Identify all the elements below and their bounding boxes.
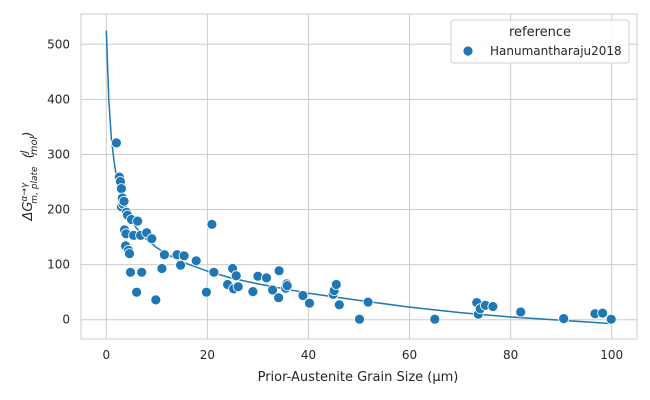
scatter-point [190,255,202,267]
y-tick-label: 500 [47,37,70,51]
scatter-point [273,265,285,277]
y-tick-label: 300 [47,147,70,161]
scatter-point [158,249,170,261]
scatter-point [333,299,345,311]
scatter-point [362,296,374,308]
x-tick-label: 20 [200,348,215,362]
scatter-point [124,248,135,260]
scatter-point [208,266,220,278]
scatter-point [200,286,212,298]
scatter-point [178,250,190,262]
spines [80,13,638,340]
scatter-point [232,281,244,293]
legend: reference Hanumantharaju2018 [450,19,630,64]
scatter-point [330,279,342,290]
scatter-point [230,270,242,282]
scatter-point [429,313,441,325]
scatter-point [150,294,162,306]
scatter-point [297,290,309,301]
scatter-point [605,313,617,325]
scatter-point [118,195,130,207]
scatter-point [156,263,168,274]
scatter-point [206,218,218,230]
scatter-point [136,266,148,278]
scatter-point [273,292,285,304]
x-tick-label: 40 [301,348,316,362]
scatter-point [261,272,272,284]
scatter-point [304,297,315,309]
y-tick-label: 200 [47,203,70,217]
y-axis-ticks: 0 100 200 300 400 500 [47,37,70,326]
scatter-point [247,286,259,298]
legend-title: reference [509,25,571,40]
x-tick-label: 0 [102,348,110,362]
y-tick-label: 0 [62,313,70,327]
scatter-point [515,306,527,318]
x-tick-label: 100 [600,348,623,362]
y-axis-label-text: ΔGα→γm, plate (Jmol) [19,132,40,222]
legend-entry-hanumantharaju2018: Hanumantharaju2018 [490,44,622,58]
scatter-point [281,280,293,292]
y-axis-label: ΔGα→γm, plate (Jmol) [19,132,40,222]
legend-box [450,19,630,64]
scatter-point [146,233,158,245]
scatter-point [116,183,127,195]
scatter-point [111,137,122,149]
legend-marker [462,45,474,57]
x-axis-label: Prior-Austenite Grain Size (μm) [258,370,459,385]
scatter-point [267,284,279,296]
scatter-point [487,301,499,312]
x-tick-label: 60 [402,348,417,362]
scatter-point [125,266,136,278]
y-tick-label: 100 [47,258,70,272]
scatter-point [131,286,143,298]
scatter-point [132,215,144,227]
x-axis-ticks: 0 20 40 60 80 100 [102,348,623,362]
scatter-point [558,313,570,325]
scatter-point [175,259,187,271]
x-tick-label: 80 [503,348,518,362]
scatter-point [597,307,608,319]
y-tick-label: 400 [47,92,70,106]
scatter-point [354,313,365,325]
scatter-points [111,137,617,325]
plot-frame [80,13,638,340]
